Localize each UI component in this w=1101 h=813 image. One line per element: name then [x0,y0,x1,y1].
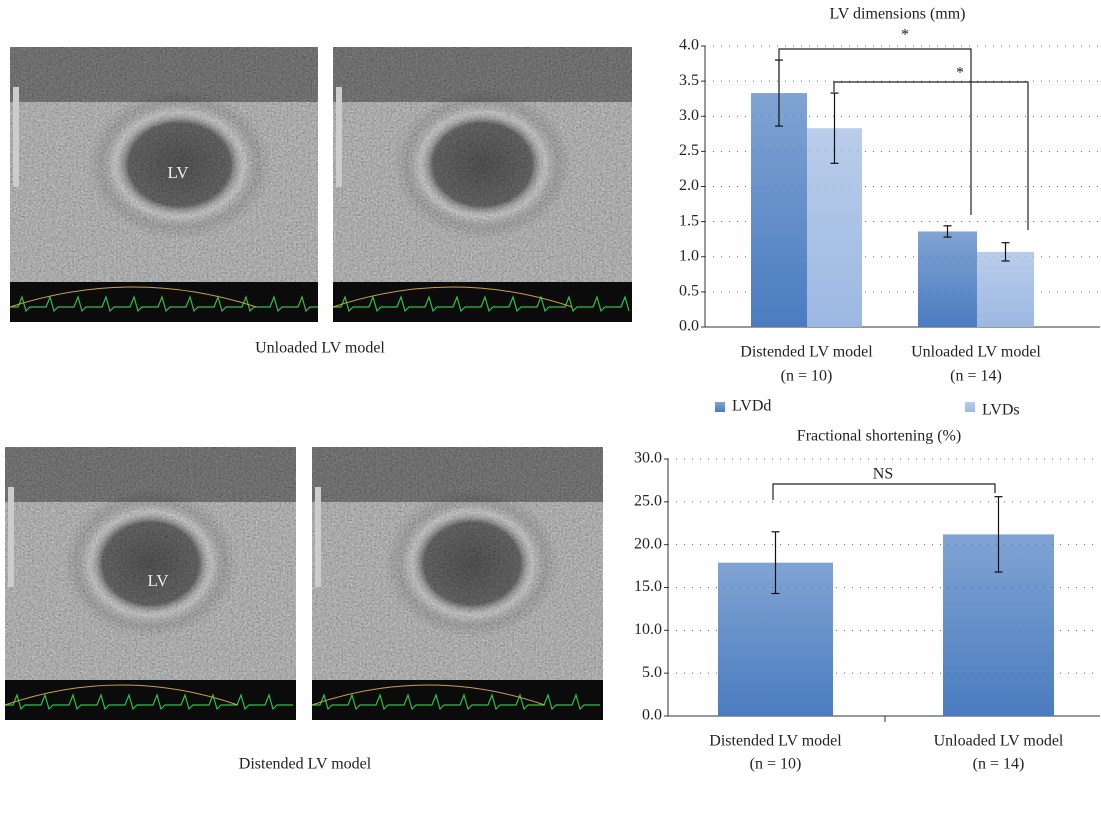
ultrasound-panel [9,47,318,322]
ultrasound-panel [311,447,603,720]
y-tick-label: 1.0 [679,247,699,264]
y-tick-label: 30.0 [634,450,662,467]
legend-swatch [965,402,975,412]
image-label: LV [167,163,189,182]
image-caption: Unloaded LV model [255,340,385,357]
image-caption: Distended LV model [239,756,372,773]
y-tick-label: 25.0 [634,493,662,510]
y-tick-label: 2.0 [679,177,699,194]
significance-bracket [778,48,972,215]
y-tick-label: 0.0 [642,707,662,724]
chart: LV dimensions (mm) 0.0 0.5 1.0 1.5 2.0 2.5 3.0 3… [679,6,1100,419]
y-tick-label: 0.5 [679,283,699,300]
significance-bracket [772,483,996,500]
x-tick-label: Distended LV model [740,344,873,361]
y-tick-label: 5.0 [642,664,662,681]
annotation: * [901,27,909,44]
x-tick-note: (n = 10) [750,756,802,773]
bar [977,251,1034,327]
legend-label: LVDs [982,402,1020,419]
chart-title: LV dimensions (mm) [829,6,965,23]
chart-title: Fractional shortening (%) [797,428,961,445]
x-tick-note: (n = 14) [950,368,1002,385]
y-tick-label: 20.0 [634,535,662,552]
y-tick-label: 1.5 [679,212,699,229]
y-tick-label: 2.5 [679,142,699,159]
annotation: * [956,65,964,82]
ultrasound-panel [332,47,632,322]
y-tick-label: 10.0 [634,621,662,638]
x-tick-note: (n = 10) [781,368,833,385]
image-label: LV [147,571,169,590]
bar [751,93,807,327]
annotation: NS [873,466,893,483]
bar [918,231,977,327]
x-tick-label: Unloaded LV model [911,344,1041,361]
ultrasound-images [4,47,632,720]
chart: Fractional shortening (%) 0.0 5.0 10.0 15.0 2… [634,428,1100,773]
y-tick-label: 4.0 [679,37,699,54]
significance-bracket [833,81,1029,230]
y-tick-label: 3.5 [679,72,699,89]
x-tick-note: (n = 14) [973,756,1025,773]
y-tick-label: 0.0 [679,318,699,335]
legend-swatch [715,402,725,412]
legend-label: LVDd [732,398,771,415]
ultrasound-panel [4,447,296,720]
x-tick-label: Unloaded LV model [934,733,1064,750]
y-tick-label: 3.0 [679,107,699,124]
y-tick-label: 15.0 [634,578,662,595]
x-tick-label: Distended LV model [709,733,842,750]
